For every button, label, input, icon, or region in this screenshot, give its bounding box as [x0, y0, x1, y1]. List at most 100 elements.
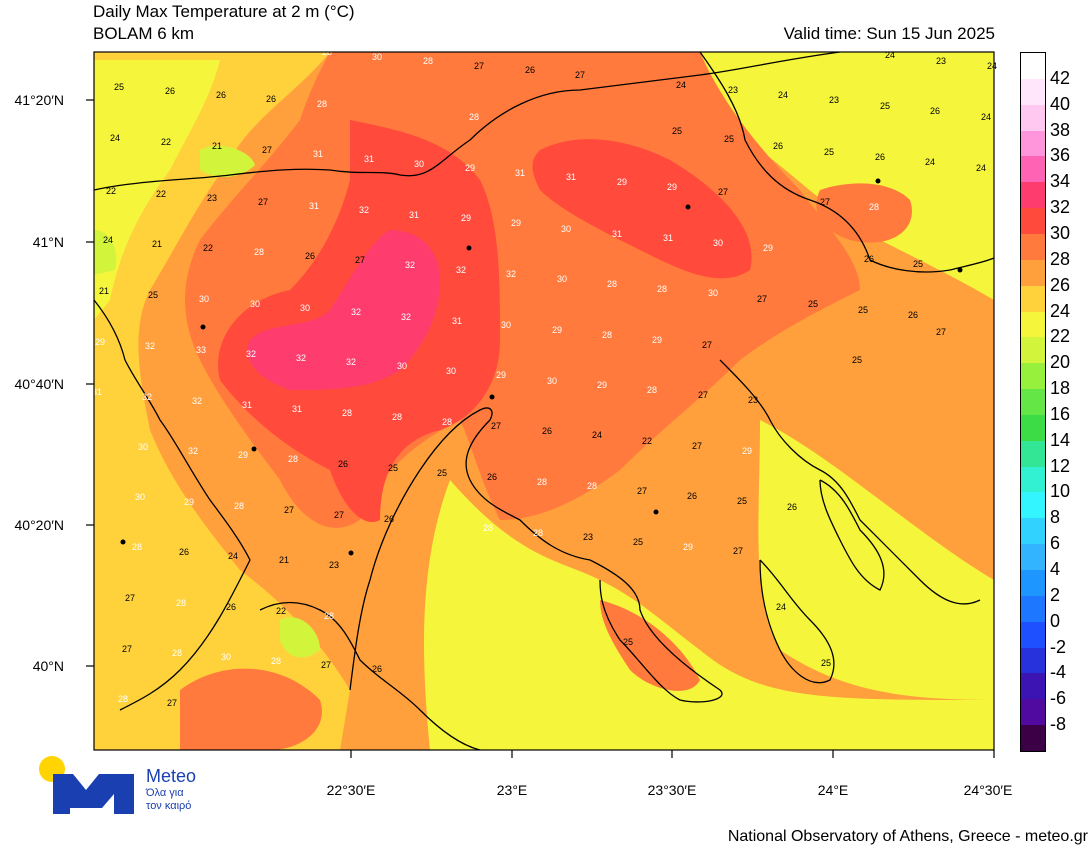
temperature-value: 22 — [203, 243, 213, 253]
temperature-value: 28 — [483, 523, 493, 533]
temperature-value: 27 — [757, 294, 767, 304]
temperature-value: 25 — [880, 101, 890, 111]
legend-swatch — [1020, 130, 1046, 157]
legend-swatch — [1020, 647, 1046, 674]
temperature-value: 25 — [437, 468, 447, 478]
temperature-value: 33 — [196, 345, 206, 355]
temperature-value-labels: 25 26 26 26 28 30 28 28 28 27 26 27 24 23 24 23 24 23 24 25… — [92, 47, 997, 708]
legend-label: 6 — [1050, 533, 1061, 554]
temperature-value: 24 — [778, 90, 788, 100]
temperature-value: 28 — [392, 412, 402, 422]
temperature-value: 31 — [364, 154, 374, 164]
temperature-value: 29 — [617, 177, 627, 187]
temperature-value: 27 — [718, 187, 728, 197]
lat-label: 41°N — [32, 234, 64, 250]
temperature-value: 28 — [423, 56, 433, 66]
temperature-value: 31 — [313, 149, 323, 159]
temperature-value: 28 — [342, 408, 352, 418]
temperature-field — [94, 52, 994, 750]
temperature-value: 26 — [773, 141, 783, 151]
temperature-value: 23 — [583, 532, 593, 542]
legend-label: 28 — [1050, 248, 1071, 269]
temperature-value: 31 — [92, 387, 102, 397]
temperature-value: 27 — [692, 441, 702, 451]
legend-label: -6 — [1050, 688, 1067, 709]
temperature-value: 25 — [913, 259, 923, 269]
temperature-value: 29 — [461, 213, 471, 223]
legend-label: 0 — [1050, 610, 1061, 631]
temperature-value: 27 — [355, 255, 365, 265]
temperature-value: 31 — [515, 168, 525, 178]
legend-label: 20 — [1050, 352, 1071, 373]
temperature-value: 25 — [672, 126, 682, 136]
temperature-value: 32 — [405, 260, 415, 270]
temperature-value: 28 — [869, 202, 879, 212]
temperature-value: 27 — [122, 644, 132, 654]
temperature-value: 25 — [623, 637, 633, 647]
legend-label: -4 — [1050, 662, 1067, 683]
temperature-value: 31 — [612, 229, 622, 239]
temperature-value: 31 — [663, 233, 673, 243]
lat-label: 40°20′N — [14, 517, 64, 533]
footer-credit: National Observatory of Athens, Greece -… — [727, 828, 1088, 845]
temperature-value: 32 — [346, 357, 356, 367]
legend-swatch — [1020, 544, 1046, 571]
temperature-value: 22 — [106, 186, 116, 196]
legend-label: 30 — [1050, 222, 1071, 243]
lat-label: 41°20′N — [14, 92, 64, 108]
temperature-value: 30 — [561, 224, 571, 234]
legend-swatch — [1020, 570, 1046, 597]
legend-swatch — [1020, 53, 1046, 80]
temperature-value: 30 — [372, 52, 382, 62]
temperature-value: 30 — [708, 288, 718, 298]
temperature-value: 21 — [99, 286, 109, 296]
legend-label: 2 — [1050, 584, 1061, 605]
color-legend — [1020, 52, 1046, 752]
temperature-value: 30 — [135, 492, 145, 502]
temperature-value: 29 — [184, 497, 194, 507]
legend-label: 40 — [1050, 93, 1071, 114]
legend-label: -2 — [1050, 636, 1067, 657]
temperature-value: 28 — [469, 112, 479, 122]
temperature-value: 32 — [188, 446, 198, 456]
temperature-value: 22 — [642, 436, 652, 446]
temperature-value: 27 — [258, 197, 268, 207]
temperature-value: 25 — [148, 290, 158, 300]
temperature-value: 29 — [652, 335, 662, 345]
legend-swatch — [1020, 311, 1046, 338]
temperature-value: 28 — [271, 656, 281, 666]
temperature-value: 29 — [742, 446, 752, 456]
temperature-value: 29 — [511, 218, 521, 228]
meteo-logo: Meteo Όλα για τον καιρό — [38, 756, 218, 818]
temperature-value: 31 — [409, 210, 419, 220]
temperature-value: 28 — [537, 477, 547, 487]
temperature-value: 26 — [179, 547, 189, 557]
temperature-value: 27 — [491, 421, 501, 431]
temperature-value: 30 — [397, 361, 407, 371]
temperature-value: 31 — [452, 316, 462, 326]
legend-label: 4 — [1050, 559, 1061, 580]
temperature-value: 26 — [266, 94, 276, 104]
temperature-value: 32 — [142, 392, 152, 402]
temperature-value: 24 — [228, 551, 238, 561]
legend-swatch — [1020, 363, 1046, 390]
temperature-value: 31 — [242, 400, 252, 410]
temperature-value: 26 — [305, 251, 315, 261]
temperature-value: 32 — [296, 353, 306, 363]
temperature-value: 25 — [737, 496, 747, 506]
temperature-value: 24 — [987, 61, 997, 71]
temperature-value: 25 — [633, 537, 643, 547]
legend-swatch — [1020, 440, 1046, 468]
legend-swatch — [1020, 208, 1046, 235]
legend-swatch — [1020, 285, 1046, 312]
temperature-value: 28 — [587, 481, 597, 491]
temperature-value: 24 — [103, 235, 113, 245]
temperature-value: 26 — [384, 514, 394, 524]
temperature-value: 30 — [250, 299, 260, 309]
legend-label: 16 — [1050, 403, 1071, 424]
temperature-value: 28 — [118, 694, 128, 704]
temperature-value: 28 — [647, 385, 657, 395]
temperature-value: 26 — [864, 254, 874, 264]
temperature-value: 26 — [487, 472, 497, 482]
